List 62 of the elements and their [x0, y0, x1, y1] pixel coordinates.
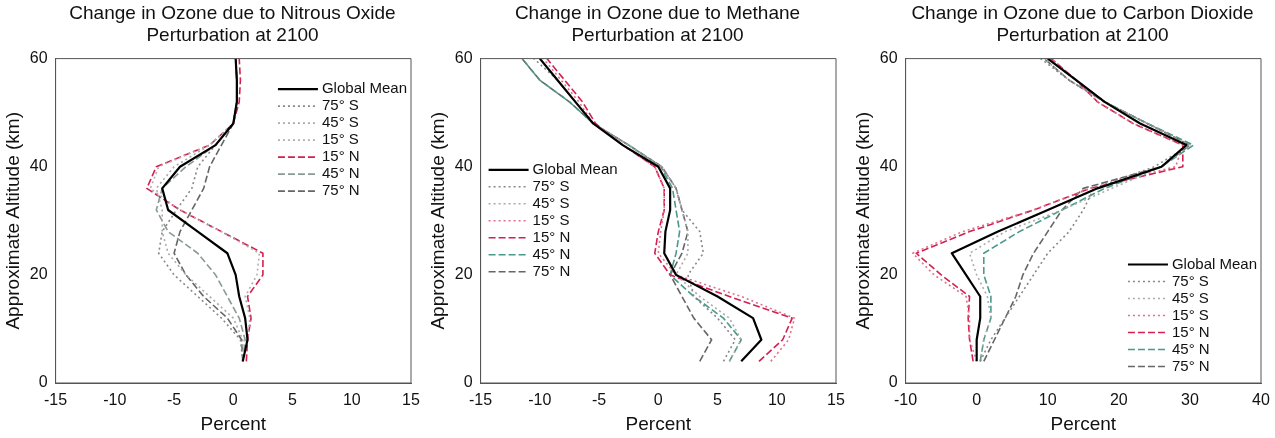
y-axis-title: Approximate Altitude (km) — [1, 112, 23, 330]
legend-label: 75° S — [1171, 271, 1209, 289]
legend-label: Global Mean — [532, 159, 618, 177]
x-tick-label: -10 — [103, 391, 127, 409]
x-tick-label: 5 — [288, 391, 298, 409]
legend-label: 15° S — [1171, 305, 1209, 323]
y-tick-label: 40 — [454, 157, 473, 175]
x-axis-title: Percent — [625, 412, 692, 434]
y-axis-title: Approximate Altitude (km) — [851, 112, 873, 330]
x-tick-label: -10 — [528, 391, 552, 409]
x-tick-label: 0 — [653, 391, 663, 409]
legend-label: 45° S — [321, 113, 359, 131]
x-tick-label: 5 — [713, 391, 723, 409]
x-tick-label: 10 — [1038, 391, 1057, 409]
x-tick-label: -15 — [469, 391, 493, 409]
legend-label: 75° S — [321, 96, 359, 114]
y-tick-label: 40 — [29, 157, 48, 175]
x-tick-label: 10 — [342, 391, 361, 409]
y-tick-label: 0 — [38, 373, 48, 391]
legend-label: 75° S — [532, 176, 570, 194]
x-tick-label: -10 — [894, 391, 918, 409]
x-tick-label: 15 — [402, 391, 420, 409]
legend-label: 15° N — [1171, 322, 1210, 340]
y-tick-label: 60 — [454, 49, 473, 67]
chart-title: Change in Ozone due to Methane Perturbation at 2100 — [513, 2, 802, 46]
x-tick-label: -5 — [166, 391, 182, 409]
legend-label: 15° N — [532, 227, 571, 245]
legend-label: 75° N — [321, 181, 360, 199]
x-axis-title: Percent — [1050, 412, 1117, 434]
x-tick-label: -15 — [44, 391, 68, 409]
y-tick-label: 60 — [879, 49, 898, 67]
chart-title: Change in Ozone due to Carbon Dioxide Perturbation at 2100 — [910, 2, 1255, 46]
x-tick-label: -5 — [591, 391, 607, 409]
y-tick-label: 60 — [29, 49, 48, 67]
x-tick-label: 30 — [1181, 391, 1199, 409]
x-axis-title: Percent — [200, 412, 267, 434]
legend-label: Global Mean — [1171, 254, 1258, 272]
legend-label: 45° N — [1171, 339, 1210, 357]
y-tick-label: 40 — [879, 157, 898, 175]
legend-label: 45° N — [321, 164, 360, 182]
legend-label: Global Mean — [321, 79, 408, 97]
legend-label: 45° N — [532, 244, 571, 262]
x-tick-label: 40 — [1252, 391, 1270, 409]
y-tick-label: 20 — [879, 265, 898, 283]
x-tick-label: 10 — [767, 391, 786, 409]
y-tick-label: 20 — [29, 265, 48, 283]
x-tick-label: 0 — [972, 391, 982, 409]
x-tick-label: 20 — [1109, 391, 1128, 409]
y-tick-label: 20 — [454, 265, 473, 283]
legend-label: 75° N — [1171, 356, 1210, 374]
x-tick-label: 15 — [827, 391, 845, 409]
chart-title: Change in Ozone due to Nitrous Oxide Perturbation at 2100 — [68, 2, 397, 46]
y-tick-label: 0 — [463, 373, 473, 391]
legend-label: 15° S — [321, 130, 359, 148]
y-tick-label: 0 — [888, 373, 898, 391]
y-axis-title: Approximate Altitude (km) — [426, 112, 448, 330]
legend-label: 15° S — [532, 210, 570, 228]
legend-label: 45° S — [532, 193, 570, 211]
legend-label: 75° N — [532, 261, 571, 279]
legend-label: 15° N — [321, 147, 360, 165]
legend-label: 45° S — [1171, 288, 1209, 306]
x-tick-label: 0 — [228, 391, 238, 409]
